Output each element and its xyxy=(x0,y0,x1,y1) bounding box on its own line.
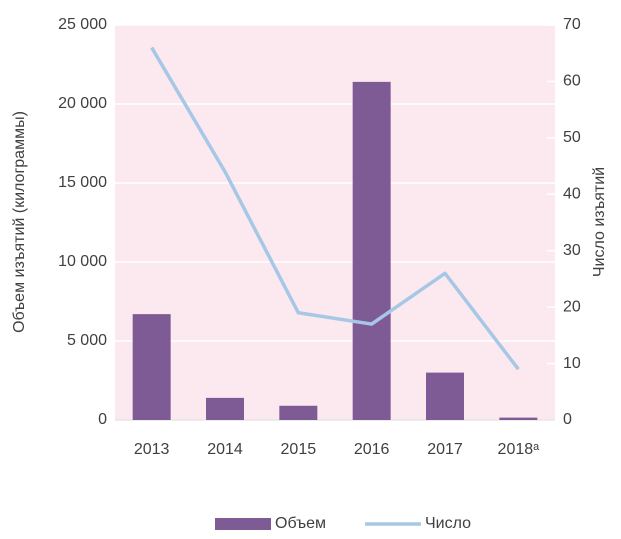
x-tick-label: 2018ᵃ xyxy=(498,441,541,458)
line xyxy=(150,46,520,371)
legend-label: Число xyxy=(425,515,471,532)
bar xyxy=(352,81,391,420)
bar xyxy=(499,417,538,420)
bar xyxy=(132,314,171,420)
y-axis-label: Объем изъятий (килограммы) xyxy=(11,111,28,333)
x-tick-label: 2014 xyxy=(207,441,243,458)
x-tick-label: 2016 xyxy=(354,441,390,458)
y2-tick-label: 10 xyxy=(563,355,581,372)
y2-tick-label: 70 xyxy=(563,16,581,33)
y-tick-label: 15 000 xyxy=(58,174,107,191)
bar xyxy=(279,405,318,420)
y-tick-label: 25 000 xyxy=(58,16,107,33)
y2-tick-label: 20 xyxy=(563,298,581,315)
y-tick-label: 10 000 xyxy=(58,253,107,270)
y2-tick-label: 60 xyxy=(563,73,581,90)
bar xyxy=(426,372,464,420)
y2-tick-label: 50 xyxy=(563,129,581,146)
legend-label: Объем xyxy=(275,515,326,532)
y-tick-label: 0 xyxy=(98,411,107,428)
y2-tick-label: 0 xyxy=(563,411,572,428)
y-tick-label: 5 000 xyxy=(67,332,107,349)
bar xyxy=(206,397,244,420)
y2-tick-label: 30 xyxy=(563,242,581,259)
y-tick-label: 20 000 xyxy=(58,95,107,112)
x-tick-label: 2015 xyxy=(281,441,317,458)
y2-axis-label: Число изъятий xyxy=(591,167,608,277)
x-tick-label: 2017 xyxy=(427,441,463,458)
plot-background xyxy=(115,25,555,420)
x-tick-label: 2013 xyxy=(134,441,170,458)
y2-tick-label: 40 xyxy=(563,186,581,203)
legend-swatch xyxy=(215,518,271,530)
